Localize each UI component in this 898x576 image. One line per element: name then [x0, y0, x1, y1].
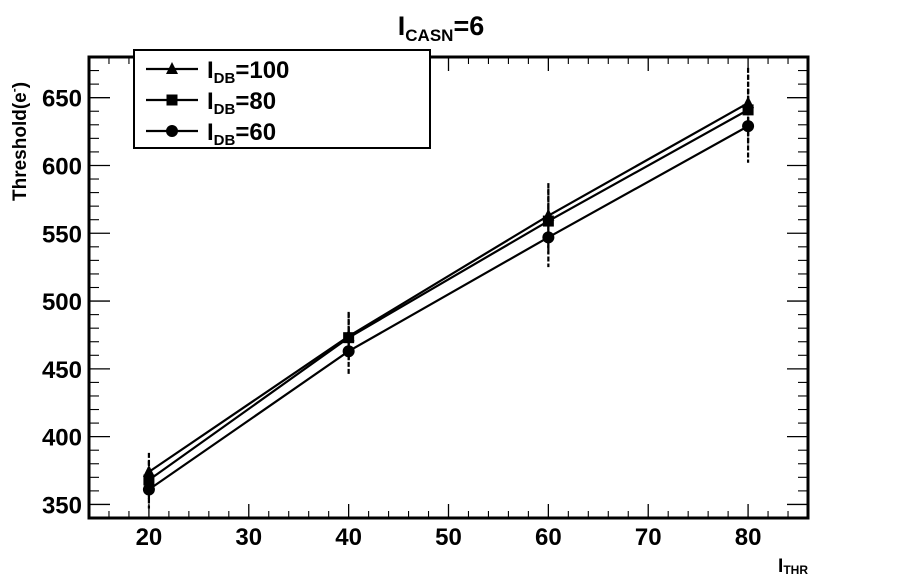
data-point	[142, 483, 155, 496]
y-tick-label: 450	[42, 357, 82, 384]
chart-title-main: I	[398, 11, 406, 41]
data-point	[542, 215, 554, 227]
chart-title: ICASN=6	[398, 11, 484, 45]
y-tick-label: 550	[42, 221, 82, 248]
chart-title-suffix: =6	[453, 11, 484, 41]
legend-entry-square: IDB=80	[146, 88, 276, 118]
axes-layer: 20 30 40 50 60 70 80 350 400 450 500 550 600 650	[42, 55, 810, 551]
x-axis-label-sub: THR	[783, 563, 808, 576]
x-tick-label: 40	[335, 524, 362, 551]
legend-entry-circle: IDB=60	[146, 119, 276, 149]
legend-marker	[166, 94, 178, 106]
y-axis-label-close: )	[10, 82, 31, 88]
series-line	[148, 102, 749, 473]
y-axis-label-sup: -	[7, 88, 21, 92]
legend-marker	[166, 125, 178, 137]
legend-entry-triangle: IDB=100	[146, 57, 289, 87]
x-tick-label: 20	[136, 524, 163, 551]
data-point	[742, 104, 754, 116]
series-line	[148, 125, 749, 491]
y-axis-label-main: Threshold(e	[10, 92, 31, 201]
series-line	[148, 108, 749, 481]
series-layer	[142, 67, 755, 509]
legend-marker	[166, 62, 178, 74]
x-tick-label: 50	[435, 524, 462, 551]
y-tick-label: 500	[42, 289, 82, 316]
y-axis-label: Threshold(e-)	[7, 82, 31, 201]
x-tick-label: 70	[635, 524, 662, 551]
legend-label: IDB=80	[207, 88, 276, 118]
y-tick-label: 400	[42, 425, 82, 452]
chart-title-sub: CASN	[405, 26, 453, 45]
x-axis-label: ITHR	[778, 556, 808, 576]
y-tick-label: 600	[42, 153, 82, 180]
y-tick-label: 650	[42, 86, 82, 113]
data-point	[742, 120, 755, 133]
legend-label: IDB=60	[207, 119, 276, 149]
y-tick-label: 350	[42, 492, 82, 519]
x-tick-label: 80	[735, 524, 762, 551]
x-tick-label: 30	[235, 524, 262, 551]
legend-label: IDB=100	[207, 57, 289, 87]
x-tick-label: 60	[535, 524, 562, 551]
x-axis-label-main: I	[778, 556, 783, 576]
data-point	[542, 231, 555, 244]
data-point	[342, 345, 355, 358]
series-circle	[142, 89, 755, 509]
